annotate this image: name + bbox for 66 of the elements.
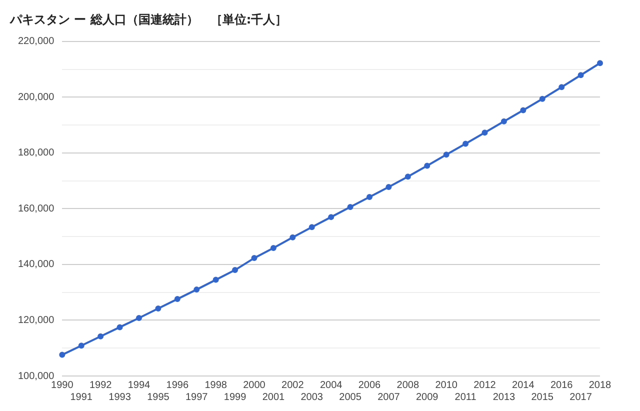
point: [212, 276, 219, 283]
point: [78, 342, 84, 349]
point: [347, 204, 354, 210]
x-tick-label: 1992: [89, 380, 112, 391]
x-tick-label: 2006: [358, 380, 382, 391]
point: [136, 315, 142, 322]
point: [386, 184, 392, 190]
y-tick-label: 180,000: [18, 148, 55, 159]
y-tick-label: 220,000: [18, 36, 55, 48]
point: [462, 140, 469, 147]
point: [520, 107, 526, 114]
x-tick-label: 1999: [224, 392, 247, 403]
x-tick-label: 2012: [474, 380, 496, 391]
point: [174, 296, 180, 302]
point: [290, 234, 296, 240]
x-tick-label: 2010: [435, 380, 458, 391]
point: [500, 118, 507, 124]
x-tick-label: 2005: [339, 392, 362, 403]
x-tick-label: 1995: [147, 392, 170, 403]
x-tick-label: 2009: [416, 392, 439, 403]
point: [443, 152, 450, 158]
x-tick-label: 2002: [282, 380, 304, 391]
x-tick-label: 2007: [378, 392, 400, 403]
x-tick-label: 2016: [550, 380, 574, 391]
point: [116, 324, 123, 330]
x-tick-label: 1991: [70, 392, 93, 403]
y-tick-label: 200,000: [18, 92, 55, 103]
point: [232, 267, 238, 274]
x-tick-label: 1996: [166, 380, 189, 391]
point: [558, 84, 565, 90]
point: [59, 352, 66, 358]
x-tick-label: 1998: [204, 380, 228, 391]
x-tick-label: 2001: [262, 392, 286, 403]
point: [404, 174, 411, 180]
x-tick-label: 1990: [51, 380, 74, 391]
y-tick-label: 140,000: [18, 259, 55, 270]
point: [98, 333, 104, 340]
point: [424, 162, 430, 169]
point: [155, 306, 162, 312]
y-tick-label: 100,000: [18, 370, 55, 382]
point: [328, 214, 334, 220]
x-tick-label: 1993: [108, 392, 132, 403]
x-tick-label: 2008: [396, 380, 420, 391]
point: [482, 130, 488, 136]
x-tick-label: 2000: [243, 380, 266, 391]
x-tick-label: 1997: [185, 392, 208, 403]
chart-title: パキスタン ー 総人口（国連統計） ［単位:千人］: [9, 12, 288, 26]
x-tick-label: 2004: [320, 380, 343, 391]
x-tick-label: 2015: [531, 392, 554, 403]
y-tick-label: 160,000: [18, 203, 55, 214]
point: [308, 224, 315, 230]
x-tick-label: 2017: [570, 392, 592, 403]
x-tick-label: 2011: [454, 392, 477, 403]
point: [251, 255, 258, 262]
point: [578, 72, 584, 78]
y-tick-label: 120,000: [18, 314, 55, 326]
point: [194, 286, 200, 293]
point: [539, 96, 546, 102]
point: [597, 60, 603, 66]
point: [366, 194, 372, 200]
x-tick-label: 2014: [512, 380, 535, 391]
x-tick-label: 2013: [492, 392, 516, 403]
point: [270, 245, 276, 252]
x-tick-label: 2003: [300, 392, 324, 403]
x-tick-label: 2018: [588, 380, 612, 391]
x-tick-label: 1994: [128, 380, 151, 391]
